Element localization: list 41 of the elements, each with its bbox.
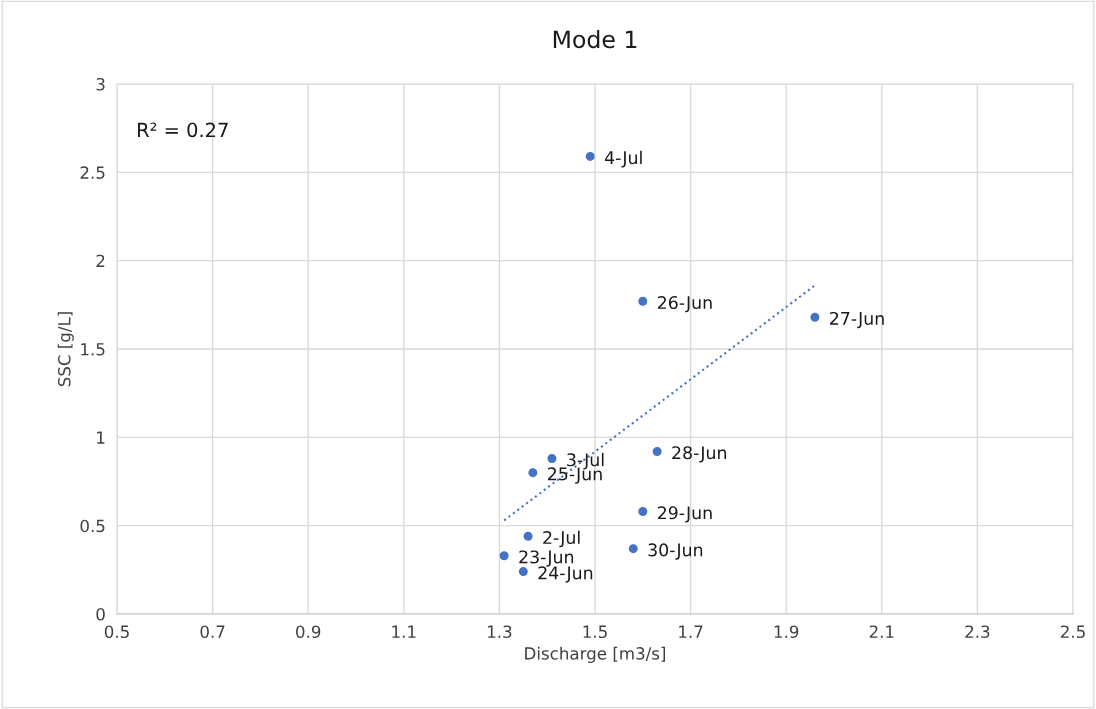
annotation: 29-Jun (657, 506, 712, 523)
y-tick-label: 0.5 (80, 519, 105, 533)
point (518, 567, 528, 577)
y-tick-label: 2.5 (80, 166, 105, 179)
x-axis-title: Discharge [m3/s] (525, 646, 666, 663)
chart-title: Mode 1 (553, 29, 637, 49)
x-tick-label: 2.3 (965, 625, 990, 639)
point (547, 454, 557, 464)
x-tick-label: 1.9 (774, 625, 799, 639)
y-tick-label: 1.5 (81, 343, 105, 356)
point (499, 551, 509, 561)
annotation: 2-Jul (543, 530, 580, 548)
point (810, 312, 820, 322)
annotation: 30-Jun (648, 543, 703, 560)
point (523, 531, 533, 541)
x-tick-label: 0.9 (296, 625, 321, 639)
x-tick-label: 1.1 (392, 625, 416, 638)
annotation: 4-Jul (604, 150, 642, 168)
point (652, 446, 662, 456)
point (528, 468, 538, 478)
x-tick-label: 0.7 (200, 625, 225, 639)
annotation: 28-Jun (672, 446, 727, 463)
point (638, 296, 648, 306)
y-tick-label: 0 (96, 607, 105, 621)
y-tick-label: 3 (96, 77, 105, 91)
annotation: 23-Jun (519, 550, 574, 567)
annotation: R² = 0.27 (138, 122, 228, 138)
y-tick-label: 1 (97, 431, 105, 444)
annotation: 26-Jun (657, 295, 712, 313)
x-tick-label: 2.5 (1060, 625, 1085, 639)
y-tick-label: 2 (96, 254, 105, 267)
point (585, 151, 595, 161)
x-tick-label: 1.3 (487, 625, 512, 639)
x-tick-label: 2.1 (869, 625, 894, 638)
y-axis-title: SSC [g/L] (57, 312, 74, 387)
point (628, 544, 638, 554)
annotation: 27-Jun (830, 311, 884, 329)
x-tick-label: 1.5 (583, 625, 607, 639)
annotation: 24-Jun (538, 566, 593, 583)
x-tick-label: 1.7 (679, 625, 703, 638)
point (638, 507, 648, 517)
